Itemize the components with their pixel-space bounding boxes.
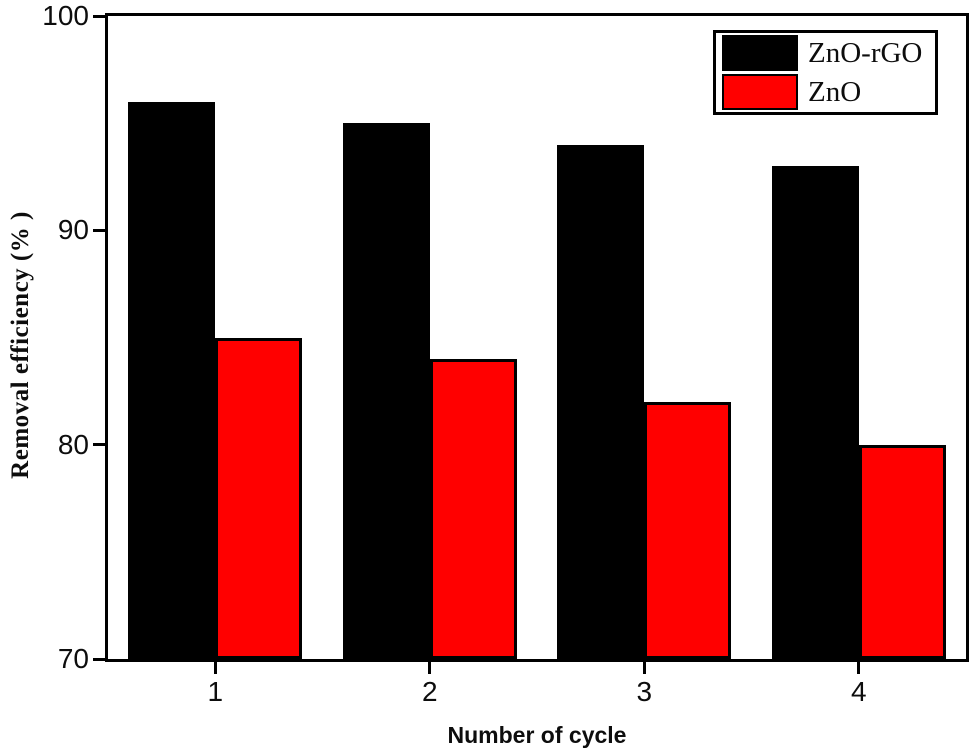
y-axis-tick [93,443,105,447]
legend-swatch-zno [722,74,798,110]
x-axis-title: Number of cycle [447,722,627,748]
y-tick-label: 80 [57,428,89,460]
legend-label-zno-rgo: ZnO-rGO [808,37,923,69]
x-axis-tick [642,662,646,674]
y-axis-tick [93,228,105,232]
bar-zno-rgo-cycle-4 [771,166,859,659]
x-tick-label: 3 [636,676,653,707]
bar-zno-rgo-cycle-1 [128,101,216,659]
x-axis-tick [213,662,217,674]
bar-zno-cycle-3 [644,401,732,659]
legend-label-zno: ZnO [808,76,862,108]
legend: ZnO-rGO ZnO [713,30,938,115]
x-axis-tick [857,662,861,674]
x-tick-label: 1 [207,676,224,707]
legend-item-zno: ZnO [722,73,935,111]
x-axis-tick [428,662,432,674]
bar-zno-rgo-cycle-3 [557,144,645,659]
y-axis-title: Removal efficiency (% ) [7,211,34,479]
bar-zno-cycle-2 [429,358,517,659]
legend-item-zno-rgo: ZnO-rGO [722,34,935,72]
x-tick-label: 4 [850,676,867,707]
x-tick-label: 2 [421,676,438,707]
y-tick-label: 90 [57,214,89,246]
bar-zno-cycle-1 [215,337,303,659]
y-tick-label: 100 [42,0,89,31]
legend-swatch-zno-rgo [722,35,798,71]
y-axis-tick [93,657,105,661]
y-axis-tick [93,14,105,18]
bar-zno-cycle-4 [858,444,946,659]
y-tick-label: 70 [57,643,89,674]
bar-zno-rgo-cycle-2 [342,123,430,659]
